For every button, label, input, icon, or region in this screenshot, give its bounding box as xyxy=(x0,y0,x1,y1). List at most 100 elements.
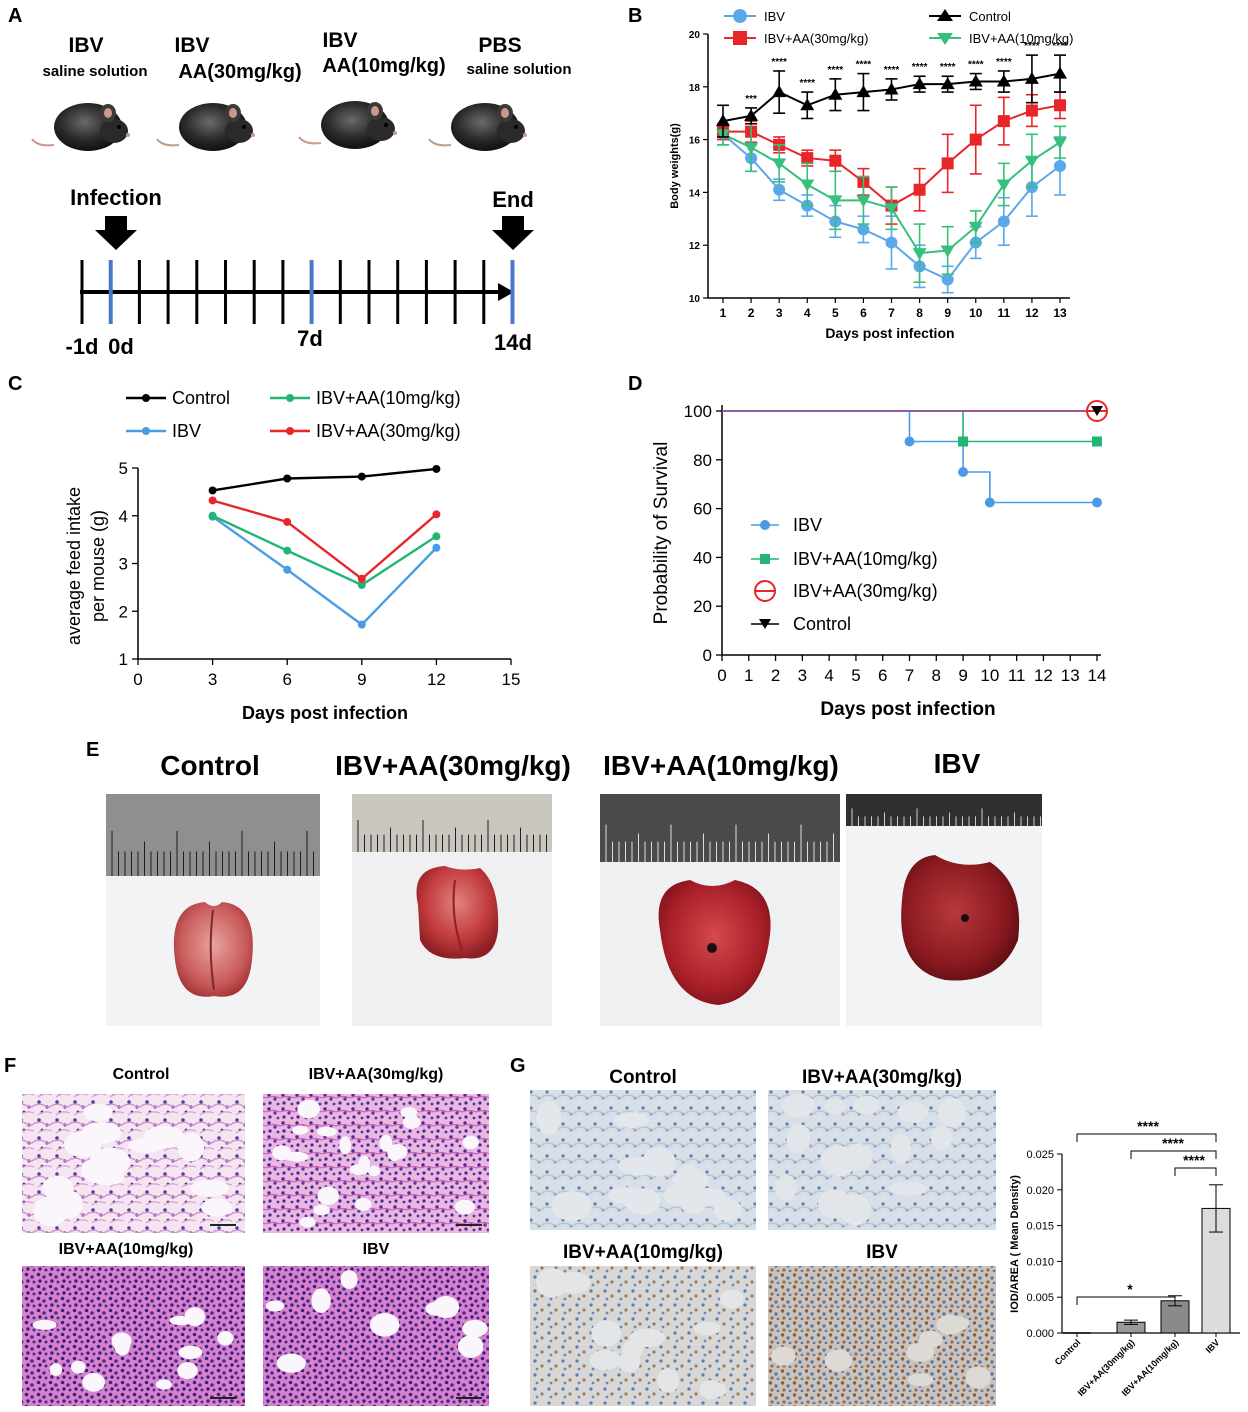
legend-label: Control xyxy=(969,9,1011,24)
x-tick-label: 11 xyxy=(1008,666,1026,685)
g-title-ibv: IBV xyxy=(866,1242,898,1263)
x-tick-label: 12 xyxy=(1025,306,1039,320)
f-title-aa30: IBV+AA(30mg/kg) xyxy=(309,1066,444,1083)
alveolar-space xyxy=(177,1362,198,1380)
g-title-aa30: IBV+AA(30mg/kg) xyxy=(802,1067,962,1088)
data-point xyxy=(208,486,217,495)
legend-marker xyxy=(760,520,770,530)
timeline-label-minus1d: -1d xyxy=(66,334,99,359)
f-title-ibv: IBV xyxy=(363,1241,390,1258)
censor-marker xyxy=(1092,497,1102,508)
alveolar-space xyxy=(265,1300,285,1312)
x-tick-label: 13 xyxy=(1053,306,1067,320)
alveolar-space xyxy=(82,1372,105,1392)
alveolar-space xyxy=(629,1328,666,1348)
x-tick-label: 10 xyxy=(969,306,983,320)
x-tick-label: 6 xyxy=(878,666,887,685)
group4-line2: saline solution xyxy=(466,61,571,78)
panel-letter-e: E xyxy=(86,739,99,761)
data-point xyxy=(357,472,366,481)
data-point xyxy=(829,154,842,167)
ihc-image-ibv xyxy=(768,1266,996,1406)
mouse-icon xyxy=(428,103,527,151)
legend-label: IBV+AA(10mg/kg) xyxy=(316,388,461,408)
e-title-aa10: IBV+AA(10mg/kg) xyxy=(603,750,839,781)
x-tick-label: 11 xyxy=(997,306,1010,320)
alveolar-space xyxy=(930,1125,953,1150)
legend-marker xyxy=(733,9,747,23)
alveolar-space xyxy=(839,1154,858,1170)
alveolar-space xyxy=(311,1288,331,1313)
infection-arrow-icon xyxy=(95,216,137,250)
alveolar-space xyxy=(70,1360,86,1374)
x-tick-label: 8 xyxy=(932,666,941,685)
alveolar-space xyxy=(775,1174,797,1201)
y-tick-label: 60 xyxy=(693,500,712,519)
significance-label: **** xyxy=(884,65,900,76)
x-tick-label: 3 xyxy=(776,306,783,320)
data-point xyxy=(208,496,217,505)
x-tick-label: 12 xyxy=(1034,666,1053,685)
x-tick-label: Control xyxy=(1053,1337,1083,1367)
data-point xyxy=(1053,137,1067,150)
legend-marker xyxy=(937,9,953,21)
x-tick-label: 6 xyxy=(860,306,867,320)
y-tick-label: 20 xyxy=(693,597,712,616)
alveolar-space xyxy=(770,1346,796,1366)
y-tick-label: 0 xyxy=(703,646,712,665)
timeline xyxy=(80,260,515,324)
alveolar-space xyxy=(535,1268,569,1298)
legend-label: IBV+AA(30mg/kg) xyxy=(793,581,938,601)
timeline-label-0d: 0d xyxy=(108,334,134,359)
he-image-ibv xyxy=(263,1266,489,1406)
significance-label: **** xyxy=(1162,1135,1184,1151)
end-label: End xyxy=(492,187,534,212)
y-tick-label: 100 xyxy=(684,402,712,421)
significance-bracket xyxy=(1130,1150,1217,1159)
data-point xyxy=(432,510,441,519)
x-tick-label: 13 xyxy=(1061,666,1080,685)
significance-label: **** xyxy=(799,78,815,89)
data-point xyxy=(1053,66,1067,79)
alveolar-space xyxy=(462,1319,488,1338)
censor-marker xyxy=(958,436,969,447)
data-point xyxy=(772,85,787,98)
alveolar-space xyxy=(719,1289,744,1309)
he-image-aa10 xyxy=(22,1266,245,1406)
x-tick-label: 1 xyxy=(744,666,753,685)
legend-marker xyxy=(142,394,150,402)
data-point xyxy=(997,215,1010,228)
y-axis-label-line1: average feed intake xyxy=(64,487,84,645)
y-tick-label: 0.000 xyxy=(1026,1328,1054,1340)
alveolar-space xyxy=(299,1216,316,1228)
alveolar-space xyxy=(33,1196,69,1227)
legend-label: Control xyxy=(172,388,230,408)
series-line-0 xyxy=(212,467,437,492)
data-point xyxy=(913,183,926,196)
alveolar-space xyxy=(432,1296,460,1319)
alveolar-space xyxy=(111,1332,132,1350)
data-point xyxy=(884,82,899,95)
alveolar-space xyxy=(400,1106,418,1118)
significance-label: **** xyxy=(1183,1152,1205,1168)
significance-bracket xyxy=(1174,1167,1217,1176)
alveolar-space xyxy=(349,1164,369,1176)
data-point xyxy=(432,464,441,473)
alveolar-space xyxy=(713,1198,743,1222)
alveolar-space xyxy=(387,1144,408,1160)
g-title-control: Control xyxy=(609,1067,677,1088)
lung-photo-aa10 xyxy=(600,794,840,1026)
mouse-icon xyxy=(298,101,397,149)
x-tick-label: 9 xyxy=(944,306,951,320)
alveolar-space xyxy=(272,1145,292,1161)
y-tick-label: 1 xyxy=(119,650,128,669)
data-point xyxy=(828,195,843,208)
alveolar-space xyxy=(937,1097,967,1128)
alveolar-space xyxy=(907,1373,934,1387)
censor-marker xyxy=(984,497,995,508)
alveolar-space xyxy=(155,1379,173,1390)
censor-marker xyxy=(1091,406,1103,416)
alveolar-space xyxy=(178,1345,203,1360)
alveolar-space xyxy=(786,1123,810,1154)
